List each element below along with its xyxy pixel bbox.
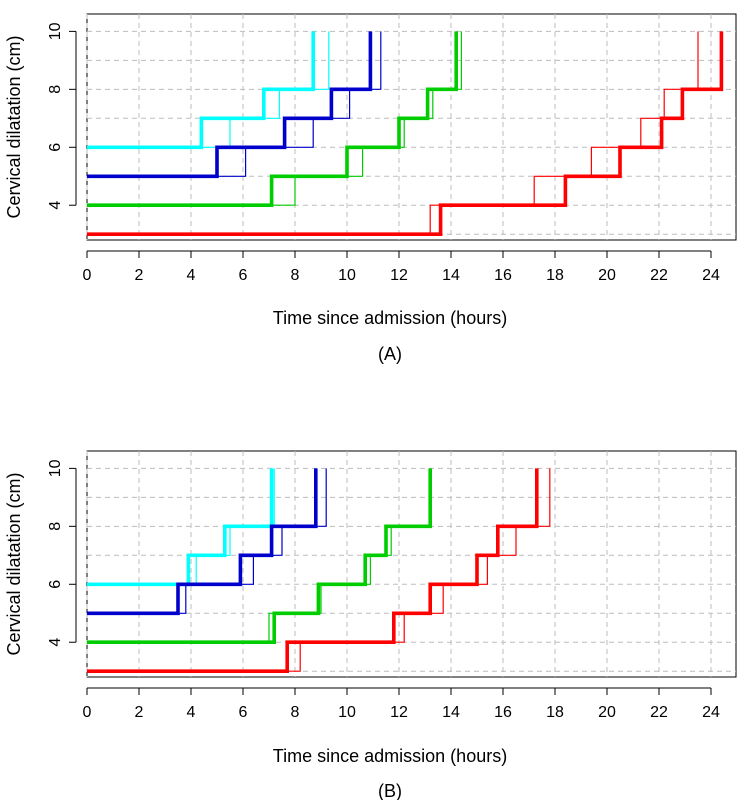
x-tick-label: 18 <box>546 267 564 284</box>
series-line-2 <box>87 31 373 179</box>
x-tick-label: 2 <box>135 704 144 721</box>
y-tick-label: 6 <box>47 143 64 152</box>
y-axis-title: Cervical dilatation (cm) <box>4 472 24 655</box>
series-line-5 <box>87 31 462 206</box>
x-tick-label: 8 <box>291 267 300 284</box>
series-line-3 <box>87 468 327 614</box>
x-tick-label: 12 <box>390 267 408 284</box>
x-tick-label: 14 <box>442 704 460 721</box>
x-axis-title: Time since admission (hours) <box>273 308 507 328</box>
series-line-3 <box>87 31 382 177</box>
x-tick-label: 6 <box>239 704 248 721</box>
x-tick-label: 2 <box>135 267 144 284</box>
x-tick-label: 8 <box>291 704 300 721</box>
y-tick-label: 10 <box>47 22 64 40</box>
series-line-7 <box>87 468 551 672</box>
x-tick-label: 4 <box>187 704 196 721</box>
x-tick-label: 20 <box>598 267 616 284</box>
x-tick-label: 22 <box>650 704 668 721</box>
x-tick-label: 24 <box>702 267 720 284</box>
x-tick-label: 16 <box>494 704 512 721</box>
x-tick-label: 16 <box>494 267 512 284</box>
x-tick-label: 12 <box>390 704 408 721</box>
x-axis-title: Time since admission (hours) <box>273 746 507 766</box>
y-tick-label: 8 <box>47 85 64 94</box>
x-tick-label: 10 <box>338 704 356 721</box>
x-tick-label: 22 <box>650 267 668 284</box>
x-tick-label: 4 <box>187 267 196 284</box>
x-tick-label: 6 <box>239 267 248 284</box>
y-tick-label: 8 <box>47 522 64 531</box>
x-tick-label: 10 <box>338 267 356 284</box>
y-tick-label: 4 <box>47 201 64 210</box>
series-line-7 <box>87 31 699 235</box>
panel-label: (A) <box>378 344 402 364</box>
x-tick-label: 24 <box>702 704 720 721</box>
x-tick-label: 14 <box>442 267 460 284</box>
y-axis-title: Cervical dilatation (cm) <box>4 35 24 218</box>
series-line-5 <box>87 468 431 643</box>
y-tick-label: 10 <box>47 459 64 477</box>
x-tick-label: 0 <box>83 704 92 721</box>
x-tick-label: 0 <box>83 267 92 284</box>
x-tick-label: 18 <box>546 704 564 721</box>
x-tick-label: 20 <box>598 704 616 721</box>
y-tick-label: 6 <box>47 580 64 589</box>
panel-label: (B) <box>378 781 402 800</box>
y-tick-label: 4 <box>47 638 64 647</box>
series-line-6 <box>87 468 539 674</box>
